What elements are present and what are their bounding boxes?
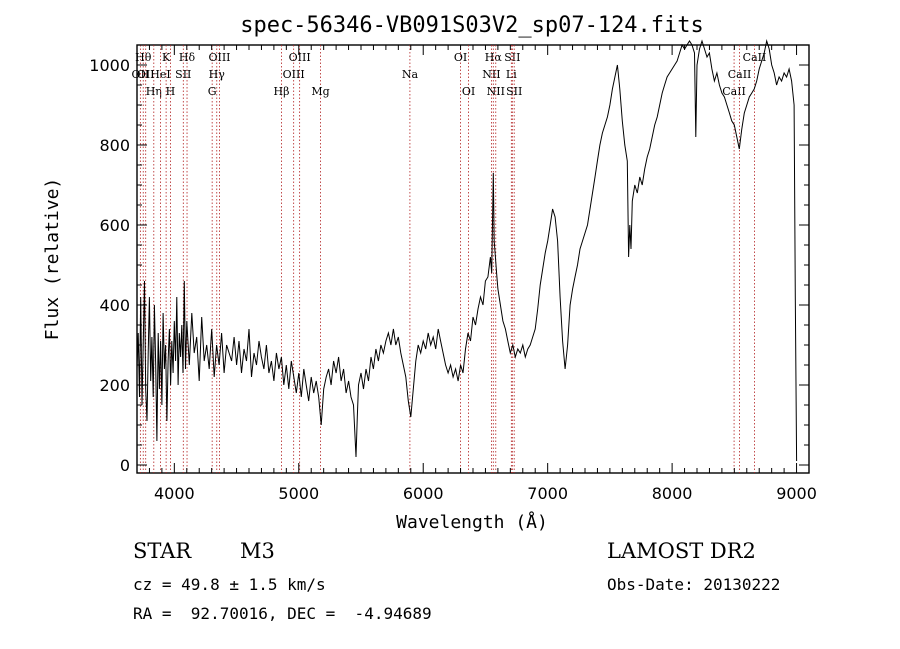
coordinates-line: RA = 92.70016, DEC = -4.94689 [133,604,432,623]
x-axis: 4000 5000 6000 7000 8000 9000 [136,45,817,503]
line-label-5: K [162,51,171,64]
y-axis: 0 200 400 600 800 1000 [89,44,809,475]
x-tick-label-5: 9000 [776,484,817,503]
spectral-line-markers: OII Hθ OII Hη HeI K H SII Hδ G Hγ OIII Hβ OIII OIII Mg N… [132,45,767,473]
line-label-24: SII [506,85,522,98]
x-tick-label-4: 8000 [652,484,693,503]
flux-line-0 [136,39,798,462]
line-label-23: SII [504,51,520,64]
y-tick-label-4: 800 [99,136,130,155]
line-label-21: NII [487,85,505,98]
object-type: STAR [133,539,192,563]
line-label-16: Na [402,68,419,81]
x-tick-label-1: 5000 [278,484,319,503]
line-label-6: H [166,85,176,98]
line-label-4: HeI [150,68,170,81]
redshift-line: cz = 49.8 ± 1.5 km/s [133,575,326,594]
flux-series [136,39,798,462]
survey-label: LAMOST DR2 [607,539,756,563]
chart-title: spec-56346-VB091S03V2_sp07-124.fits [240,13,704,38]
y-tick-label-5: 1000 [89,56,130,75]
line-label-2: OII [137,68,155,81]
line-label-1: Hθ [135,51,152,64]
x-axis-label: Wavelength (Å) [396,511,548,533]
line-label-14: OIII [289,51,311,64]
line-label-7: SII [175,68,191,81]
line-label-15: Mg [311,85,329,98]
line-label-11: OIII [208,51,230,64]
object-subclass: M3 [240,539,275,563]
line-label-9: G [208,85,217,98]
line-label-22: Li [506,68,517,81]
line-label-25: CaII [722,85,746,98]
line-label-3: Hη [146,85,162,98]
y-tick-label-1: 200 [99,376,130,395]
line-label-12: Hβ [274,85,290,98]
line-label-8: Hδ [179,51,196,64]
line-label-20: Hα [485,51,503,64]
line-label-0: OII [132,68,150,81]
y-axis-label: Flux (relative) [42,178,63,341]
y-tick-label-3: 600 [99,216,130,235]
line-label-13: OIII [283,68,305,81]
line-label-19: NII [482,68,500,81]
y-tick-label-0: 0 [120,456,130,475]
x-tick-label-3: 7000 [527,484,568,503]
obs-date-line: Obs-Date: 20130222 [607,575,781,594]
x-tick-label-0: 4000 [154,484,195,503]
y-tick-label-2: 400 [99,296,130,315]
line-label-10: Hγ [209,68,226,81]
line-label-18: OI [462,85,475,98]
plot-frame [136,44,810,474]
line-label-27: CaII [743,51,767,64]
line-label-17: OI [454,51,467,64]
x-tick-label-2: 6000 [403,484,444,503]
line-label-26: CaII [728,68,752,81]
